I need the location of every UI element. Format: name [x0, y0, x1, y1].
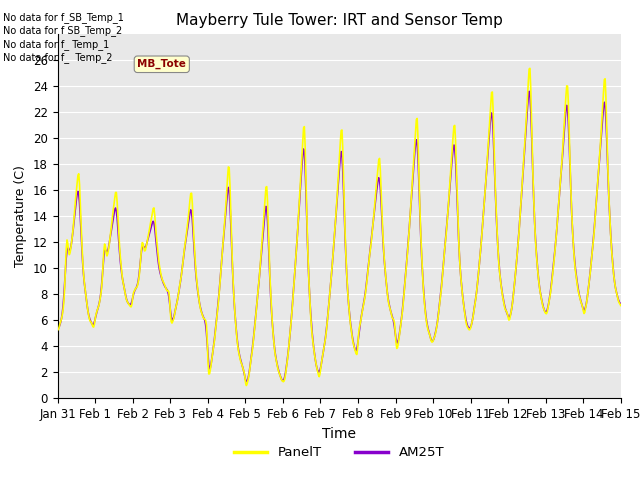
Y-axis label: Temperature (C): Temperature (C) [14, 165, 28, 267]
Title: Mayberry Tule Tower: IRT and Sensor Temp: Mayberry Tule Tower: IRT and Sensor Temp [176, 13, 502, 28]
Text: No data for f SB_Temp_2: No data for f SB_Temp_2 [3, 25, 122, 36]
Text: No data for f_SB_Temp_1: No data for f_SB_Temp_1 [3, 12, 124, 23]
Text: No data for f_ Temp_1: No data for f_ Temp_1 [3, 39, 109, 50]
Text: MB_Tote: MB_Tote [138, 59, 186, 70]
Legend: PanelT, AM25T: PanelT, AM25T [229, 441, 449, 465]
X-axis label: Time: Time [322, 427, 356, 441]
Text: No data for f_  Temp_2: No data for f_ Temp_2 [3, 52, 113, 63]
